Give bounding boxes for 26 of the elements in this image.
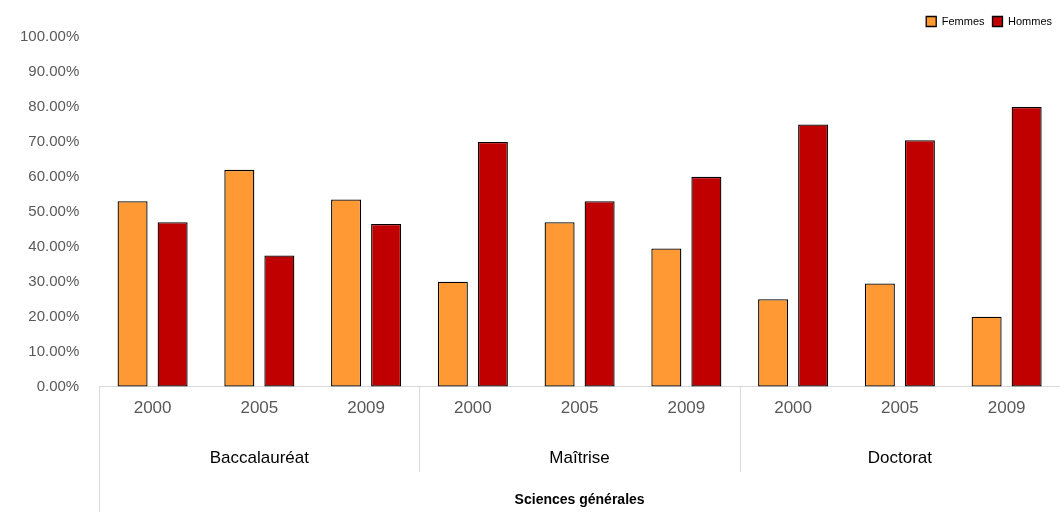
text: Sciences générales: [514, 491, 645, 508]
y-tick-label: 10.00%: [28, 341, 80, 359]
y-tick-label: 0.00%: [36, 376, 80, 394]
x-tick-label: 2000: [774, 398, 813, 418]
y-tick-label: 80.00%: [28, 97, 80, 115]
y-tick-label: 100.00%: [20, 27, 80, 45]
x-tick-label: 2005: [240, 398, 279, 418]
y-tick-label: 20.00%: [28, 306, 80, 324]
y-tick-label: 50.00%: [28, 201, 80, 219]
legend-label: Hommes: [1007, 14, 1053, 27]
x-tick-label: 2009: [987, 398, 1026, 418]
text: Baccalauréat: [209, 448, 310, 468]
legend-label: Femmes: [941, 14, 985, 27]
y-tick-label: 60.00%: [28, 166, 80, 184]
text: Maîtrise: [549, 448, 610, 468]
x-tick-label: 2009: [347, 398, 386, 418]
x-tick-label: 2000: [133, 398, 172, 418]
y-tick-label: 30.00%: [28, 271, 80, 289]
x-tick-label: 2000: [453, 398, 492, 418]
x-tick-label: 2005: [880, 398, 919, 418]
x-tick-label: 2009: [667, 398, 706, 418]
y-tick-label: 40.00%: [28, 236, 80, 254]
text: Doctorat: [867, 448, 933, 468]
y-tick-label: 90.00%: [28, 62, 80, 80]
y-tick-label: 70.00%: [28, 132, 80, 150]
x-tick-label: 2005: [560, 398, 599, 418]
